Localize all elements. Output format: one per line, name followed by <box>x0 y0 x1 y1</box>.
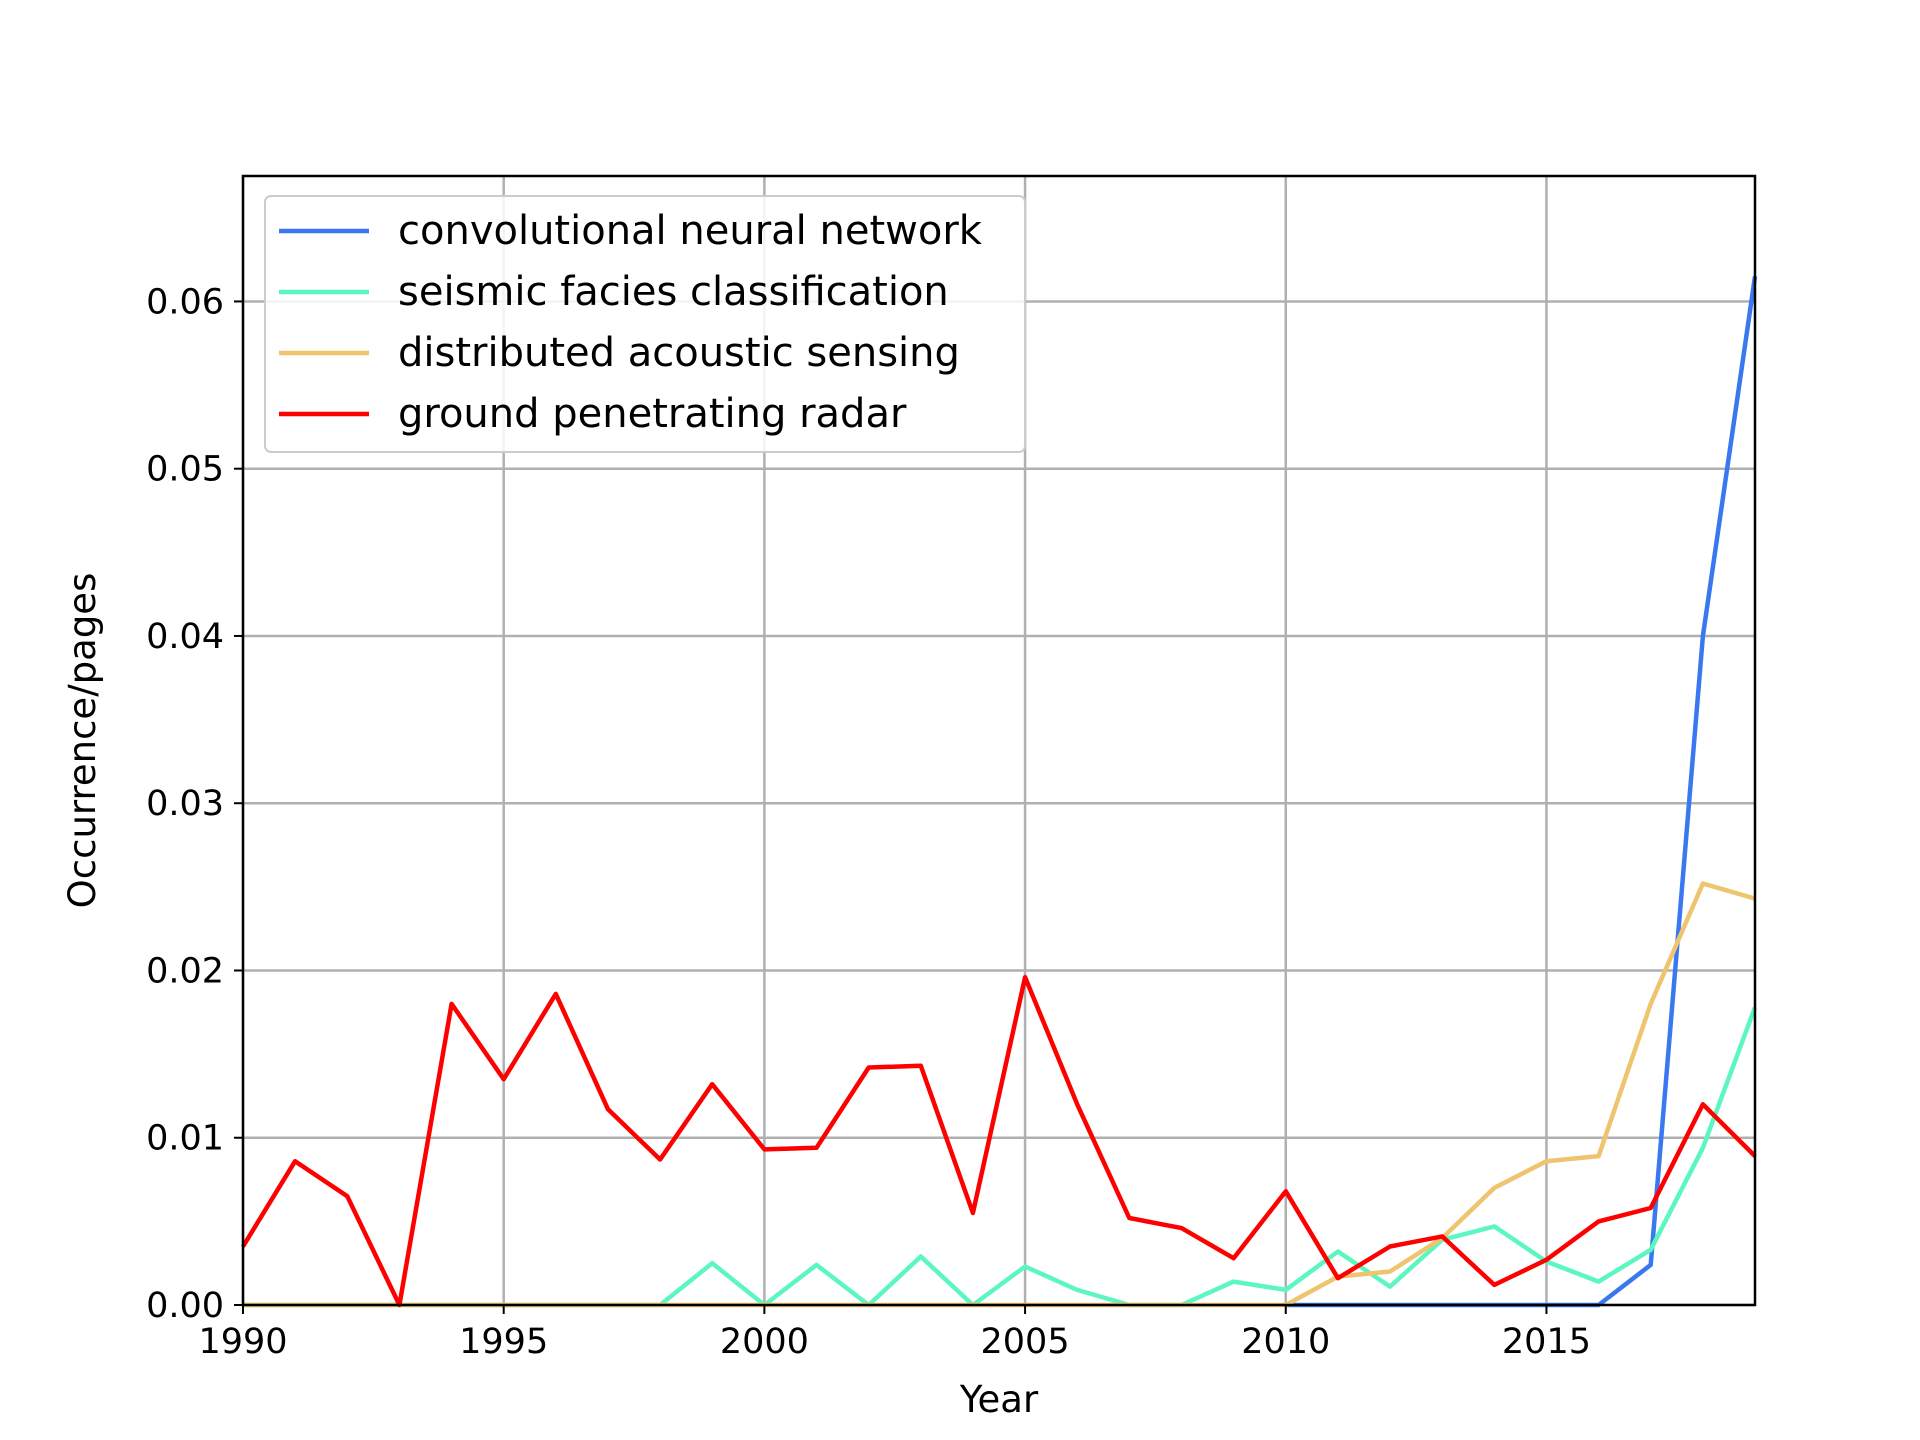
y-tick-label: 0.03 <box>146 784 224 824</box>
x-tick-label: 1995 <box>459 1322 548 1362</box>
x-tick-label: 2010 <box>1241 1322 1330 1362</box>
legend-label: ground penetrating radar <box>398 391 907 437</box>
y-tick-label: 0.06 <box>146 282 224 322</box>
legend-box <box>264 195 1026 453</box>
y-tick-label: 0.04 <box>146 617 224 657</box>
y-axis-label: Occurrence/pages <box>61 573 104 909</box>
legend-label: seismic facies classification <box>398 269 949 315</box>
x-tick-label: 2000 <box>720 1322 809 1362</box>
x-tick-label: 2015 <box>1502 1322 1591 1362</box>
series-line-ground-penetrating-radar <box>241 974 1757 1308</box>
y-tick-label: 0.01 <box>146 1119 224 1159</box>
series-line-seismic-facies-classification <box>243 1006 1758 1308</box>
plot-frame <box>241 174 1757 1307</box>
x-tick-label: 1990 <box>198 1322 287 1362</box>
series-line-convolutional-neural-network <box>1285 276 1758 1308</box>
legend-label: convolutional neural network <box>398 208 983 254</box>
y-tick-label: 0.05 <box>146 450 224 490</box>
y-tick-label: 0.02 <box>146 951 224 991</box>
x-tick-label: 2005 <box>981 1322 1070 1362</box>
y-tick-label: 0.00 <box>146 1286 224 1326</box>
legend: convolutional neural network seismic faci… <box>264 195 1026 453</box>
legend-label: distributed acoustic sensing <box>398 330 960 376</box>
axis-ticks: 1990 1995 2000 2005 2010 2015 0.00 0.01 0.02 0.03… <box>146 282 1591 1362</box>
x-axis-label: Year <box>959 1378 1039 1421</box>
